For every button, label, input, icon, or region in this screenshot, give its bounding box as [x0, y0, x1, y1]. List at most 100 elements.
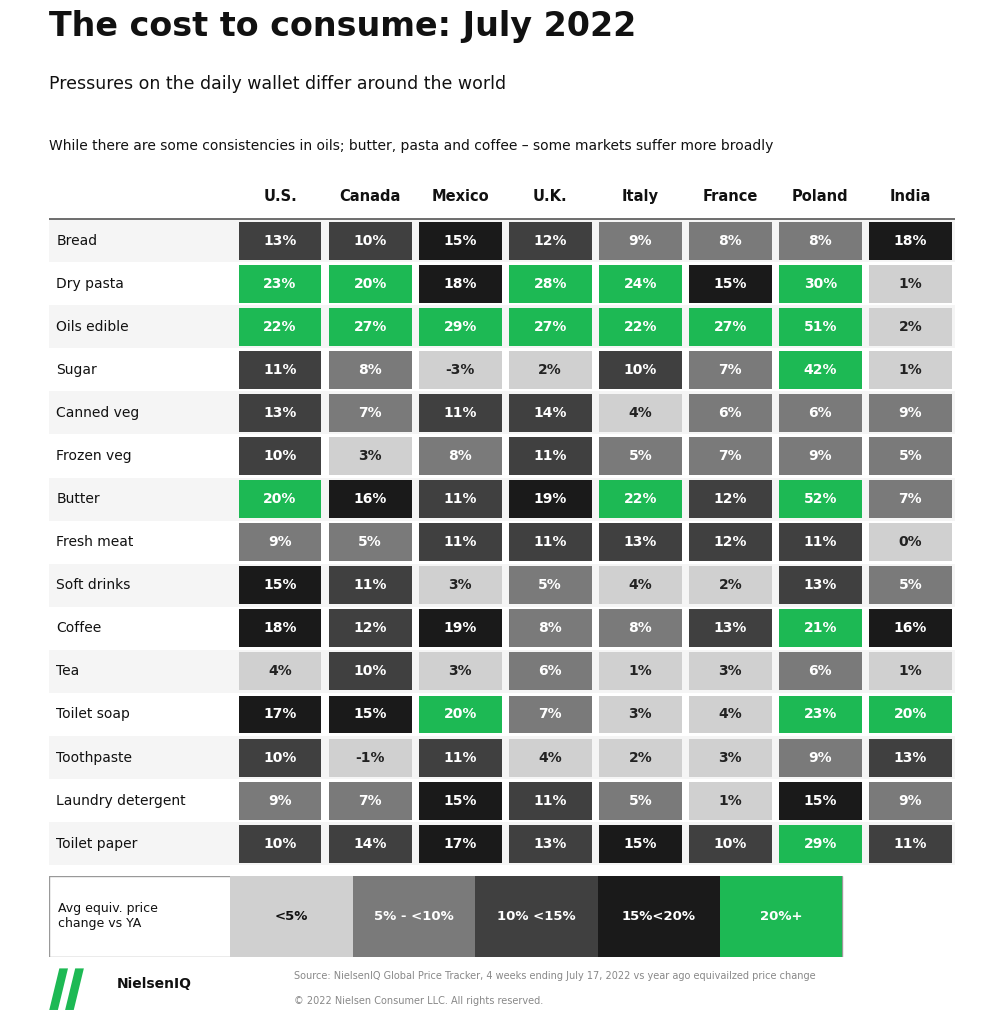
FancyBboxPatch shape — [419, 738, 501, 776]
FancyBboxPatch shape — [869, 437, 952, 475]
Text: 13%: 13% — [893, 751, 927, 765]
Text: 11%: 11% — [263, 362, 296, 377]
FancyBboxPatch shape — [599, 523, 682, 561]
Text: 13%: 13% — [713, 622, 747, 635]
Text: 13%: 13% — [804, 579, 837, 592]
Text: 14%: 14% — [354, 837, 387, 851]
Text: 23%: 23% — [804, 708, 837, 722]
FancyBboxPatch shape — [49, 822, 955, 865]
Text: 7%: 7% — [898, 493, 922, 506]
FancyBboxPatch shape — [238, 351, 321, 389]
Text: Toothpaste: Toothpaste — [56, 751, 133, 765]
Text: 2%: 2% — [898, 319, 922, 334]
FancyBboxPatch shape — [509, 566, 592, 604]
FancyBboxPatch shape — [779, 781, 862, 819]
Text: Butter: Butter — [56, 493, 100, 506]
FancyBboxPatch shape — [869, 824, 952, 862]
Text: 29%: 29% — [804, 837, 837, 851]
Text: 18%: 18% — [443, 276, 477, 291]
FancyBboxPatch shape — [689, 652, 771, 690]
FancyBboxPatch shape — [329, 480, 412, 518]
Polygon shape — [65, 969, 84, 1010]
Text: 21%: 21% — [804, 622, 837, 635]
Text: 23%: 23% — [263, 276, 296, 291]
FancyBboxPatch shape — [869, 221, 952, 259]
FancyBboxPatch shape — [419, 609, 501, 647]
FancyBboxPatch shape — [689, 264, 771, 303]
FancyBboxPatch shape — [238, 523, 321, 561]
Text: 1%: 1% — [628, 665, 652, 678]
FancyBboxPatch shape — [419, 652, 501, 690]
FancyBboxPatch shape — [49, 520, 955, 563]
Text: 8%: 8% — [809, 233, 832, 248]
FancyBboxPatch shape — [689, 566, 771, 604]
FancyBboxPatch shape — [779, 437, 862, 475]
Text: 15%: 15% — [804, 794, 837, 808]
FancyBboxPatch shape — [329, 264, 412, 303]
Text: 4%: 4% — [718, 708, 742, 722]
Text: 7%: 7% — [718, 362, 742, 377]
FancyBboxPatch shape — [509, 738, 592, 776]
Text: 27%: 27% — [534, 319, 567, 334]
Text: Pressures on the daily wallet differ around the world: Pressures on the daily wallet differ aro… — [49, 75, 506, 93]
FancyBboxPatch shape — [689, 308, 771, 346]
Text: 15%: 15% — [443, 794, 477, 808]
Text: 1%: 1% — [898, 276, 922, 291]
Text: 0%: 0% — [898, 536, 922, 549]
FancyBboxPatch shape — [329, 221, 412, 259]
Text: Toilet soap: Toilet soap — [56, 708, 130, 722]
FancyBboxPatch shape — [329, 308, 412, 346]
Text: Mexico: Mexico — [431, 189, 489, 204]
Text: 22%: 22% — [263, 319, 296, 334]
Text: 12%: 12% — [713, 536, 747, 549]
Text: 22%: 22% — [624, 493, 657, 506]
Text: 7%: 7% — [718, 449, 742, 463]
Text: Canada: Canada — [340, 189, 401, 204]
FancyBboxPatch shape — [475, 876, 598, 957]
Text: Coffee: Coffee — [56, 622, 101, 635]
Text: 10%: 10% — [263, 449, 296, 463]
Text: U.S.: U.S. — [263, 189, 296, 204]
FancyBboxPatch shape — [49, 219, 955, 262]
FancyBboxPatch shape — [49, 736, 955, 779]
Text: 11%: 11% — [893, 837, 927, 851]
FancyBboxPatch shape — [689, 695, 771, 733]
Text: 5%: 5% — [628, 449, 652, 463]
Text: Oils edible: Oils edible — [56, 319, 129, 334]
Text: 9%: 9% — [898, 406, 922, 420]
FancyBboxPatch shape — [238, 221, 321, 259]
Text: 20%: 20% — [354, 276, 387, 291]
FancyBboxPatch shape — [599, 437, 682, 475]
FancyBboxPatch shape — [49, 779, 955, 822]
Text: 9%: 9% — [628, 233, 652, 248]
FancyBboxPatch shape — [779, 652, 862, 690]
Text: © 2022 Nielsen Consumer LLC. All rights reserved.: © 2022 Nielsen Consumer LLC. All rights … — [294, 996, 543, 1006]
FancyBboxPatch shape — [509, 480, 592, 518]
FancyBboxPatch shape — [329, 437, 412, 475]
FancyBboxPatch shape — [869, 351, 952, 389]
Text: 20%: 20% — [443, 708, 477, 722]
Text: 3%: 3% — [718, 751, 742, 765]
Text: 5%: 5% — [359, 536, 382, 549]
Text: NielsenIQ: NielsenIQ — [117, 978, 192, 991]
FancyBboxPatch shape — [509, 523, 592, 561]
FancyBboxPatch shape — [599, 221, 682, 259]
Text: Dry pasta: Dry pasta — [56, 276, 124, 291]
FancyBboxPatch shape — [689, 609, 771, 647]
FancyBboxPatch shape — [509, 824, 592, 862]
FancyBboxPatch shape — [419, 480, 501, 518]
FancyBboxPatch shape — [329, 609, 412, 647]
Text: Fresh meat: Fresh meat — [56, 536, 134, 549]
Text: -1%: -1% — [356, 751, 385, 765]
Text: 5%: 5% — [628, 794, 652, 808]
FancyBboxPatch shape — [869, 695, 952, 733]
FancyBboxPatch shape — [779, 221, 862, 259]
FancyBboxPatch shape — [419, 566, 501, 604]
FancyBboxPatch shape — [599, 652, 682, 690]
FancyBboxPatch shape — [238, 437, 321, 475]
Text: 17%: 17% — [263, 708, 296, 722]
Text: 15%: 15% — [624, 837, 657, 851]
Text: 17%: 17% — [443, 837, 477, 851]
FancyBboxPatch shape — [689, 824, 771, 862]
FancyBboxPatch shape — [329, 652, 412, 690]
